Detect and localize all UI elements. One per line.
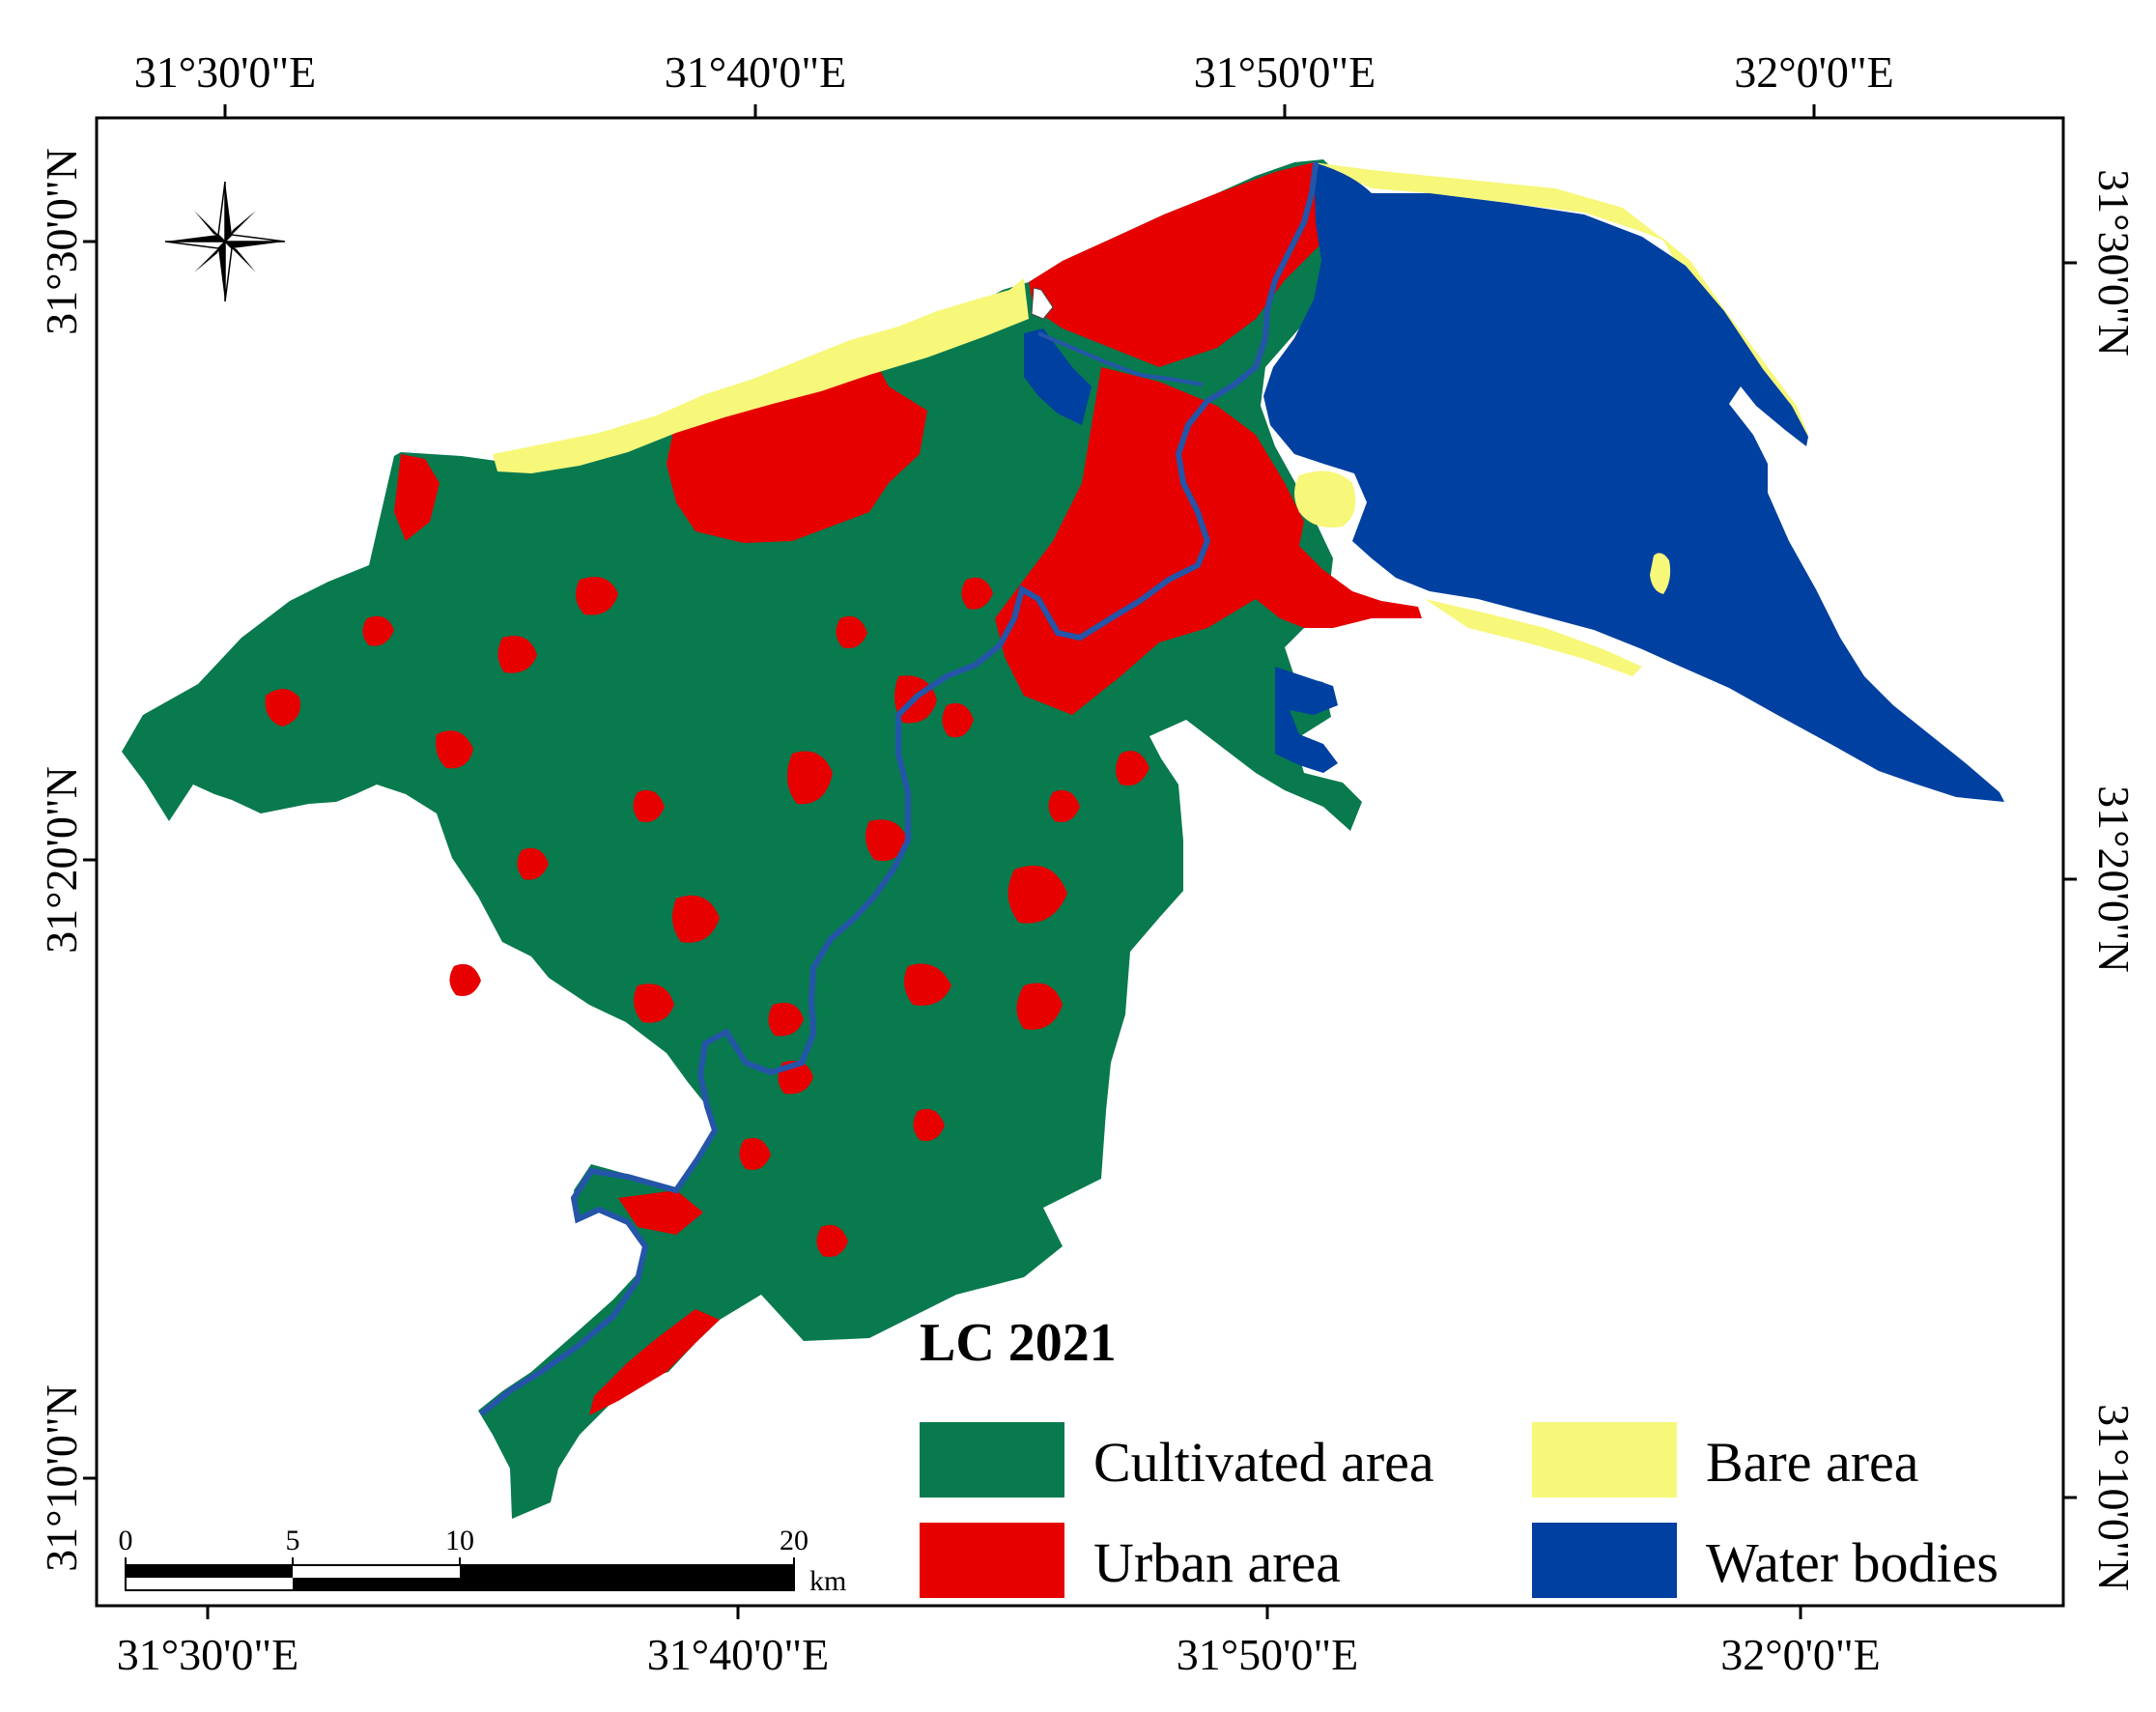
nile-branch [480,161,1319,1415]
scale-bar [125,1557,795,1591]
graticule-ticks [83,104,2077,1619]
scale-tick-label: 5 [285,1525,300,1556]
map-frame [95,116,2065,1608]
legend-title: LC 2021 [920,1313,1117,1373]
cultivated-area-region [122,159,1362,1519]
water-bodies [1024,162,2004,802]
top-longitude-label: 31°30'0"E [133,47,317,97]
legend-label: Water bodies [1706,1531,1999,1594]
bottom-longitude-label: 31°50'0"E [1176,1630,1359,1679]
urban-area-patches [265,162,1422,1415]
legend-label: Bare area [1706,1431,1919,1494]
right-latitude-label: 31°30'0"N [2089,169,2139,357]
bare-island [1650,553,1671,594]
scale-tick-label: 20 [780,1525,808,1556]
legend-swatch [920,1523,1064,1598]
coastal-notch [1031,287,1054,320]
right-latitude-label: 31°10'0"N [2089,1404,2139,1591]
left-latitude-label: 31°30'0"N [37,148,86,335]
legend-swatch [1532,1523,1677,1598]
scale-tick-label: 0 [118,1525,133,1556]
right-latitude-label: 31°20'0"N [2089,785,2139,973]
scale-tick-label: 10 [445,1525,474,1556]
top-longitude-label: 31°50'0"E [1193,47,1376,97]
scale-unit-label: km [809,1565,847,1597]
legend-label: Cultivated area [1093,1431,1434,1494]
nile-tributary [1037,331,1204,386]
legend-swatch [1532,1422,1677,1498]
legend-label: Urban area [1093,1531,1341,1594]
top-longitude-label: 32°0'0"E [1734,47,1894,97]
land-cover-map [122,159,2004,1519]
top-longitude-label: 31°40'0"E [664,47,847,97]
compass-rose-icon [164,181,286,302]
bottom-longitude-label: 31°40'0"E [646,1630,830,1679]
left-latitude-label: 31°10'0"N [37,1384,86,1572]
bottom-longitude-label: 32°0'0"E [1720,1630,1881,1679]
left-latitude-label: 31°20'0"N [37,766,86,954]
legend-swatch [920,1422,1064,1498]
bottom-longitude-label: 31°30'0"E [116,1630,299,1679]
